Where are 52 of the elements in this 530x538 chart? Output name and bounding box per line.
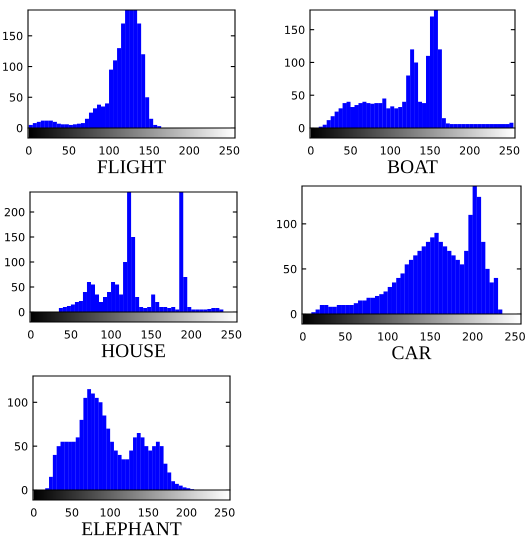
x-tick-label: 0 <box>308 146 314 155</box>
x-axis-title: BOAT <box>388 160 438 174</box>
x-tick-label: 200 <box>181 330 202 339</box>
y-tick-label: 200 <box>4 208 24 216</box>
x-tick-label: 0 <box>28 330 34 339</box>
x-tick-label: 150 <box>420 146 440 155</box>
y-tick-label: 50 <box>10 93 22 102</box>
x-tick-label: 250 <box>505 332 525 341</box>
x-tick-label: 200 <box>460 146 480 155</box>
y-tick-label: 150 <box>3 32 22 40</box>
x-tick-label: 150 <box>420 332 440 341</box>
x-tick-label: 100 <box>100 508 120 517</box>
x-tick-label: 250 <box>500 146 520 155</box>
x-tick-label: 150 <box>142 330 162 339</box>
y-tick-label: 50 <box>14 442 28 451</box>
x-tick-label: 50 <box>339 332 352 341</box>
x-tick-label: 200 <box>462 332 482 341</box>
x-tick-label: 50 <box>66 508 78 517</box>
x-tick-label: 250 <box>214 508 235 517</box>
y-tick-label: 100 <box>285 58 304 67</box>
x-tick-label: 100 <box>100 146 119 155</box>
y-tick-label: 100 <box>3 62 22 71</box>
x-axis-title: HOUSE <box>102 344 165 358</box>
y-tick-label: 150 <box>5 232 24 242</box>
x-tick-label: 200 <box>176 508 196 517</box>
y-tick-label: 0 <box>290 310 296 318</box>
x-tick-label: 150 <box>140 146 160 155</box>
x-tick-label: 100 <box>102 330 121 339</box>
y-tick-label: 0 <box>22 486 28 494</box>
x-tick-label: 250 <box>220 146 240 155</box>
x-axis-title: CAR <box>392 346 432 360</box>
y-tick-label: 150 <box>285 26 304 34</box>
y-tick-label: 0 <box>18 308 24 316</box>
x-tick-label: 250 <box>222 330 242 339</box>
y-tick-label: 0 <box>298 124 304 132</box>
x-tick-label: 200 <box>179 146 200 155</box>
x-axis-title: ELEPHANT <box>82 522 182 536</box>
y-tick-label: 100 <box>8 398 28 407</box>
x-axis-title: FLIGHT <box>97 160 166 174</box>
y-tick-label: 100 <box>5 258 24 266</box>
y-tick-label: 50 <box>292 91 304 100</box>
y-tick-label: 100 <box>277 220 296 228</box>
x-tick-label: 100 <box>378 332 398 341</box>
x-tick-label: 50 <box>62 146 76 155</box>
x-tick-label: 100 <box>380 146 400 155</box>
y-tick-label: 50 <box>284 264 296 274</box>
x-tick-label: 0 <box>30 508 37 517</box>
x-tick-label: 50 <box>64 330 78 339</box>
y-tick-label: 50 <box>12 282 24 292</box>
y-tick-label: 0 <box>16 124 22 132</box>
x-tick-label: 150 <box>138 508 158 517</box>
x-tick-label: 50 <box>344 146 357 155</box>
